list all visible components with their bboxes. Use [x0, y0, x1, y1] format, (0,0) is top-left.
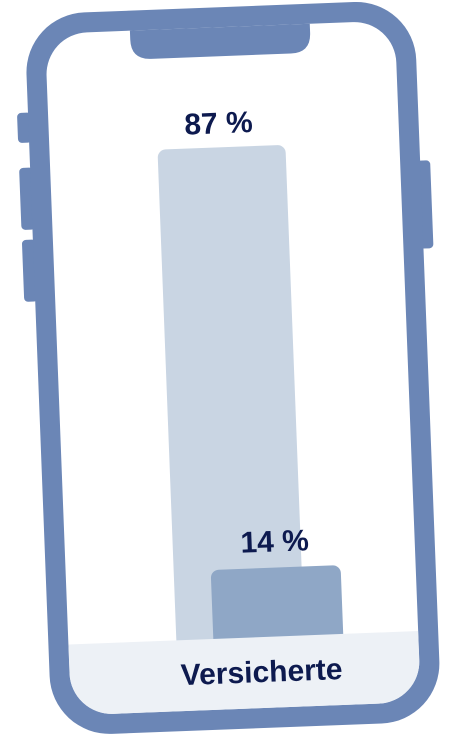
side-button-top: [17, 112, 32, 143]
bar-background-87: [157, 145, 306, 673]
category-label: Versicherte: [180, 653, 343, 692]
category-band: [68, 631, 421, 716]
phone-notch: [129, 23, 311, 59]
bar-value-label-87: 87 %: [184, 106, 254, 142]
bar-value-label-14: 14 %: [240, 524, 310, 560]
